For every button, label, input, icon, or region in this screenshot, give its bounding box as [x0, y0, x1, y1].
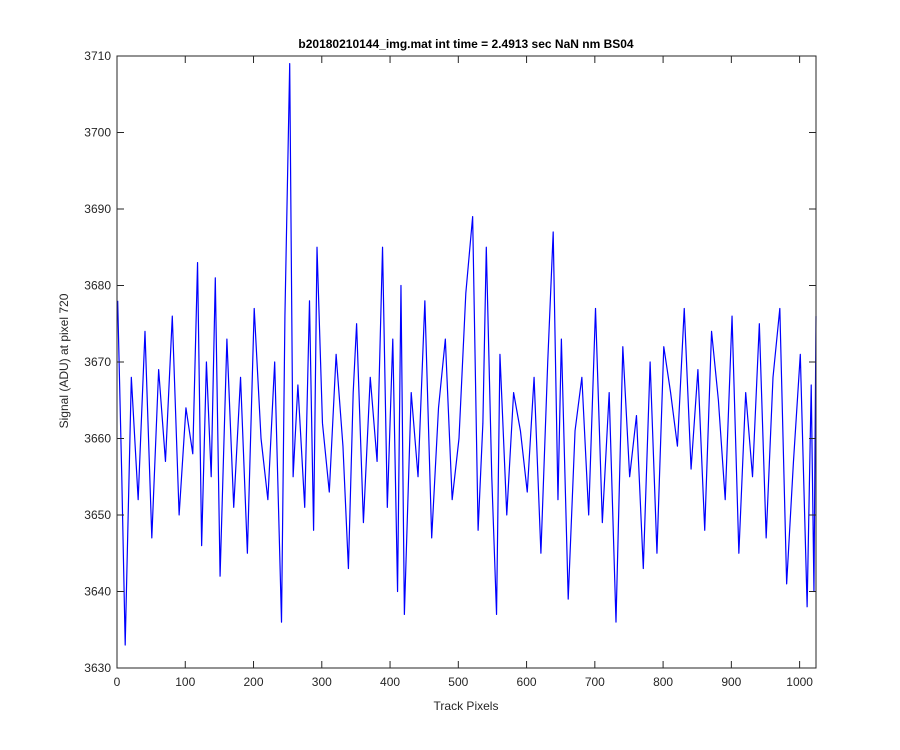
x-tick-label: 400	[380, 675, 400, 689]
x-tick-label: 900	[721, 675, 741, 689]
y-tick-label: 3660	[84, 432, 111, 446]
y-tick-label: 3650	[84, 508, 111, 522]
x-tick-label: 700	[585, 675, 605, 689]
x-tick-label: 300	[312, 675, 332, 689]
x-tick-label: 200	[244, 675, 264, 689]
axes-background	[117, 56, 816, 668]
x-tick-label: 0	[114, 675, 121, 689]
chart-title: b20180210144_img.mat int time = 2.4913 s…	[298, 37, 634, 51]
y-tick-label: 3710	[84, 49, 111, 63]
y-tick-label: 3690	[84, 202, 111, 216]
y-axis-title: Signal (ADU) at pixel 720	[57, 293, 71, 428]
y-tick-label: 3630	[84, 661, 111, 675]
ticks-layer: 0 100 200 300 400 500 600 700 800 900 1000 3630 3640…	[84, 49, 816, 689]
series-line-0	[117, 63, 817, 646]
x-tick-label: 500	[448, 675, 468, 689]
y-tick-label: 3640	[84, 585, 111, 599]
series-layer	[117, 63, 817, 646]
y-tick-label: 3680	[84, 279, 111, 293]
x-tick-label: 800	[653, 675, 673, 689]
x-tick-label: 1000	[786, 675, 813, 689]
y-tick-label: 3670	[84, 355, 111, 369]
x-axis-title: Track Pixels	[434, 699, 499, 713]
y-tick-label: 3700	[84, 126, 111, 140]
x-tick-label: 100	[175, 675, 195, 689]
x-tick-label: 600	[517, 675, 537, 689]
